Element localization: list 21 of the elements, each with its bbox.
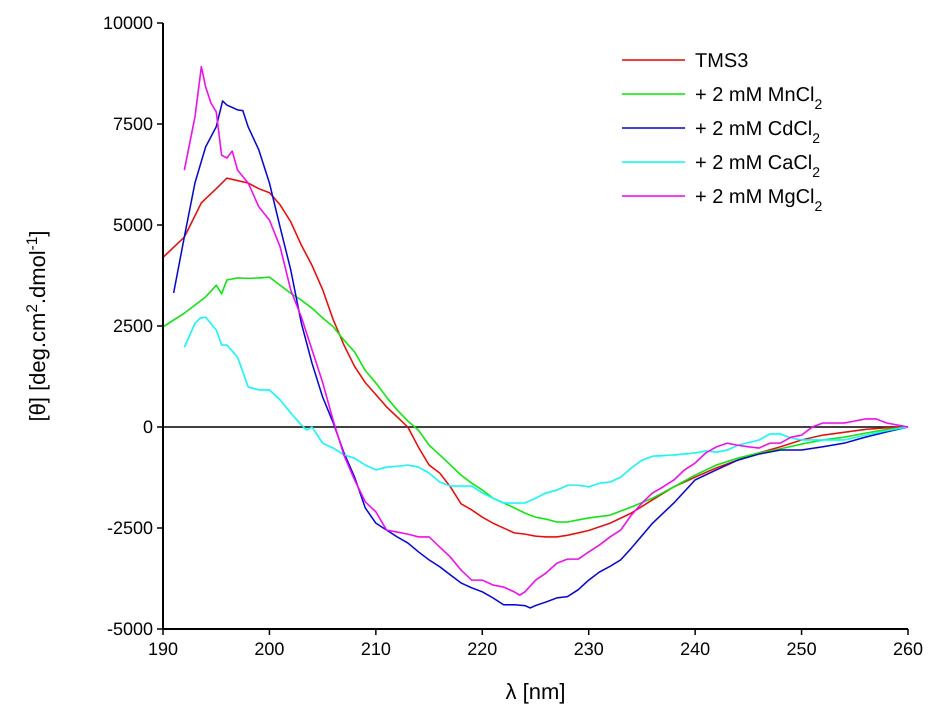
x-axis-title: λ [nm] [506,679,566,704]
legend-label: TMS3 [695,50,748,72]
x-tick-label: 190 [148,639,178,659]
x-tick-label: 250 [786,639,817,659]
x-tick-label: 230 [574,639,604,659]
legend-label: + 2 mM MgCl$_{2}$ [695,186,822,214]
legend-label: + 2 mM MnCl$_{2}$ [695,84,822,112]
y-tick-label: 5000 [112,215,153,235]
x-tick-label: 210 [360,639,391,659]
x-tick-label: 260 [892,639,924,659]
y-tick-label: -5000 [106,619,153,639]
y-tick-label: 0 [142,417,153,437]
legend-label: + 2 mM CdCl$_{2}$ [695,118,820,146]
x-tick-label: 240 [680,639,710,659]
x-tick-label: 200 [254,639,284,659]
y-tick-label: -2500 [106,518,153,538]
y-tick-label: 7500 [112,114,153,134]
y-tick-label: 10000 [102,13,153,33]
legend-label: + 2 mM CaCl$_{2}$ [695,152,820,180]
y-tick-label: 2500 [112,316,153,336]
x-tick-label: 220 [467,639,498,659]
